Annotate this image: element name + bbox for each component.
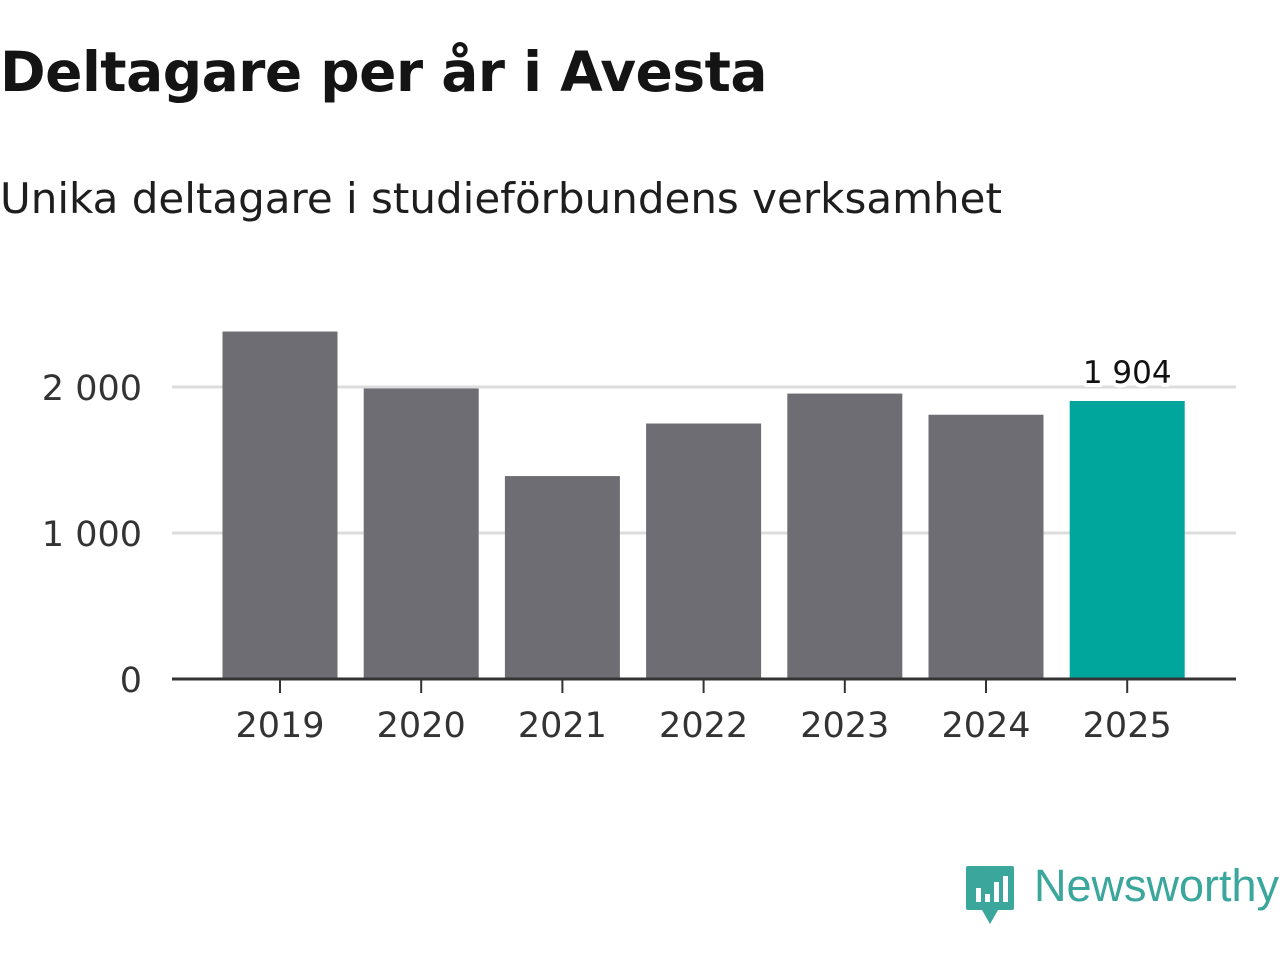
y-tick-label: 0 xyxy=(120,661,142,701)
bar-2022 xyxy=(646,423,762,679)
data-label: 1 904 xyxy=(1083,355,1172,391)
x-tick-label: 2022 xyxy=(659,706,748,746)
bar-2019 xyxy=(222,331,338,679)
newsworthy-logo[interactable]: Newsworthy xyxy=(964,860,1280,928)
bar-2024 xyxy=(928,414,1044,679)
x-tick-label: 2019 xyxy=(235,706,324,746)
bar-2021 xyxy=(504,476,620,679)
chart-subtitle: Unika deltagare i studieförbundens verks… xyxy=(0,174,1002,223)
x-tick-label: 2023 xyxy=(800,706,889,746)
data-label-halo: 1 904 xyxy=(1083,355,1172,391)
logo-text: Newsworthy xyxy=(1034,860,1280,911)
y-tick-label: 2 000 xyxy=(42,369,142,409)
y-tick-label: 1 000 xyxy=(42,515,142,555)
x-tick-label: 2021 xyxy=(518,706,607,746)
bar-2025 xyxy=(1069,401,1185,679)
newsworthy-bar-chart-icon xyxy=(966,866,1014,924)
bar-chart: 0 1 000 2 000 2019 2020 2021 2022 2023 2024 2025 1… xyxy=(42,331,1236,746)
chart-title: Deltagare per år i Avesta xyxy=(0,40,768,104)
bar-2023 xyxy=(787,393,903,679)
bar-2020 xyxy=(363,388,479,679)
x-tick-label: 2020 xyxy=(377,706,466,746)
x-tick-label: 2025 xyxy=(1083,706,1172,746)
x-tick-label: 2024 xyxy=(941,706,1030,746)
